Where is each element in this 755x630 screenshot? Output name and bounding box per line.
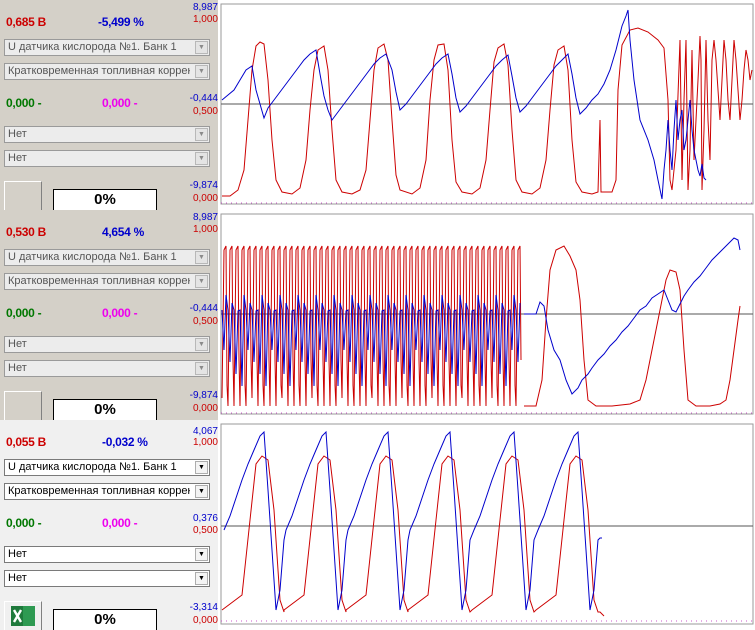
chevron-down-icon[interactable]: ▼	[195, 338, 208, 351]
axis-blue-mid: 0,376	[192, 513, 218, 524]
o2-sensor-trace	[222, 27, 753, 197]
chevron-down-icon[interactable]: ▼	[195, 251, 208, 264]
progress-box: 0%	[53, 189, 157, 210]
percent-readout: -5,499 %	[98, 15, 144, 29]
fuel-trim-trace-tail	[524, 237, 741, 395]
graph-panel-1: 0,685 В -5,499 % U датчика кислорода №1.…	[0, 0, 755, 210]
axis-blue-min: -9,874	[189, 390, 218, 401]
chevron-down-icon[interactable]: ▼	[195, 548, 208, 561]
o2-sensor-trace	[221, 245, 522, 407]
axis-red-mid: 0,500	[192, 525, 218, 536]
axis-blue-max: 8,987	[192, 212, 218, 223]
progress-box: 0%	[53, 609, 157, 630]
control-side-3	[0, 420, 218, 630]
voltage-readout: 0,530 В	[6, 225, 46, 239]
axis-red-min: 0,000	[192, 403, 218, 414]
export-excel-button[interactable]	[4, 601, 42, 630]
aux-select-1[interactable]: Нет ▼	[4, 336, 210, 353]
green-readout: 0,000 -	[6, 516, 42, 530]
aux-select-1[interactable]: Нет ▼	[4, 126, 210, 143]
chevron-down-icon[interactable]: ▼	[195, 41, 208, 54]
o2-sensor-trace	[221, 455, 605, 617]
axis-blue-min: -3,314	[189, 602, 218, 613]
chevron-down-icon[interactable]: ▼	[195, 275, 208, 288]
excel-icon	[11, 606, 35, 626]
export-button[interactable]	[4, 181, 42, 210]
chevron-down-icon[interactable]: ▼	[195, 461, 208, 474]
fuel-trim-trace	[221, 294, 521, 387]
axis-red-min: 0,000	[192, 615, 218, 626]
o2-sensor-trace-tail	[524, 245, 741, 407]
voltage-readout: 0,055 В	[6, 435, 46, 449]
sensor-select[interactable]: U датчика кислорода №1. Банк 1 ▼	[4, 249, 210, 266]
aux-select-1[interactable]: Нет ▼	[4, 546, 210, 563]
aux-select-2[interactable]: Нет ▼	[4, 360, 210, 377]
chevron-down-icon[interactable]: ▼	[195, 128, 208, 141]
aux-select-2[interactable]: Нет ▼	[4, 570, 210, 587]
percent-readout: 4,654 %	[102, 225, 144, 239]
control-side-2	[0, 210, 218, 420]
progress-box: 0%	[53, 399, 157, 420]
fuel-trim-select[interactable]: Кратковременная топливная коррекция▼	[4, 483, 210, 500]
chevron-down-icon[interactable]: ▼	[195, 362, 208, 375]
chevron-down-icon[interactable]: ▼	[195, 572, 208, 585]
chevron-down-icon[interactable]: ▼	[195, 152, 208, 165]
voltage-readout: 0,685 В	[6, 15, 46, 29]
axis-blue-mid: -0,444	[189, 93, 218, 104]
signal-graph-1[interactable]	[220, 0, 755, 210]
graph-panel-3: 0,055 В -0,032 % U датчика кислорода №1.…	[0, 420, 755, 630]
export-button[interactable]	[4, 391, 42, 420]
axis-blue-mid: -0,444	[189, 303, 218, 314]
axis-red-max: 1,000	[192, 437, 218, 448]
green-readout: 0,000 -	[6, 306, 42, 320]
fuel-trim-select[interactable]: Кратковременная топливная коррекция▼	[4, 273, 210, 290]
sensor-select[interactable]: U датчика кислорода №1. Банк 1 ▼	[4, 459, 210, 476]
magenta-readout: 0,000 -	[102, 306, 138, 320]
chevron-down-icon[interactable]: ▼	[195, 485, 208, 498]
axis-blue-min: -9,874	[189, 180, 218, 191]
axis-red-max: 1,000	[192, 14, 218, 25]
axis-red-mid: 0,500	[192, 316, 218, 327]
sensor-select[interactable]: U датчика кислорода №1. Банк 1 ▼	[4, 39, 210, 56]
green-readout: 0,000 -	[6, 96, 42, 110]
magenta-readout: 0,000 -	[102, 516, 138, 530]
axis-red-max: 1,000	[192, 224, 218, 235]
signal-graph-2[interactable]	[220, 210, 755, 420]
magenta-readout: 0,000 -	[102, 96, 138, 110]
graph-panel-2: 0,530 В 4,654 % U датчика кислорода №1. …	[0, 210, 755, 420]
control-side-1	[0, 0, 218, 210]
fuel-trim-trace	[221, 9, 707, 200]
percent-readout: -0,032 %	[102, 435, 148, 449]
axis-red-min: 0,000	[192, 193, 218, 204]
fuel-trim-select[interactable]: Кратковременная топливная коррекция▼	[4, 63, 210, 80]
axis-blue-max: 4,067	[192, 426, 218, 437]
axis-red-mid: 0,500	[192, 106, 218, 117]
axis-blue-max: 8,987	[192, 2, 218, 13]
chevron-down-icon[interactable]: ▼	[195, 65, 208, 78]
aux-select-2[interactable]: Нет ▼	[4, 150, 210, 167]
signal-graph-3[interactable]	[220, 420, 755, 630]
fuel-trim-trace	[223, 430, 602, 611]
